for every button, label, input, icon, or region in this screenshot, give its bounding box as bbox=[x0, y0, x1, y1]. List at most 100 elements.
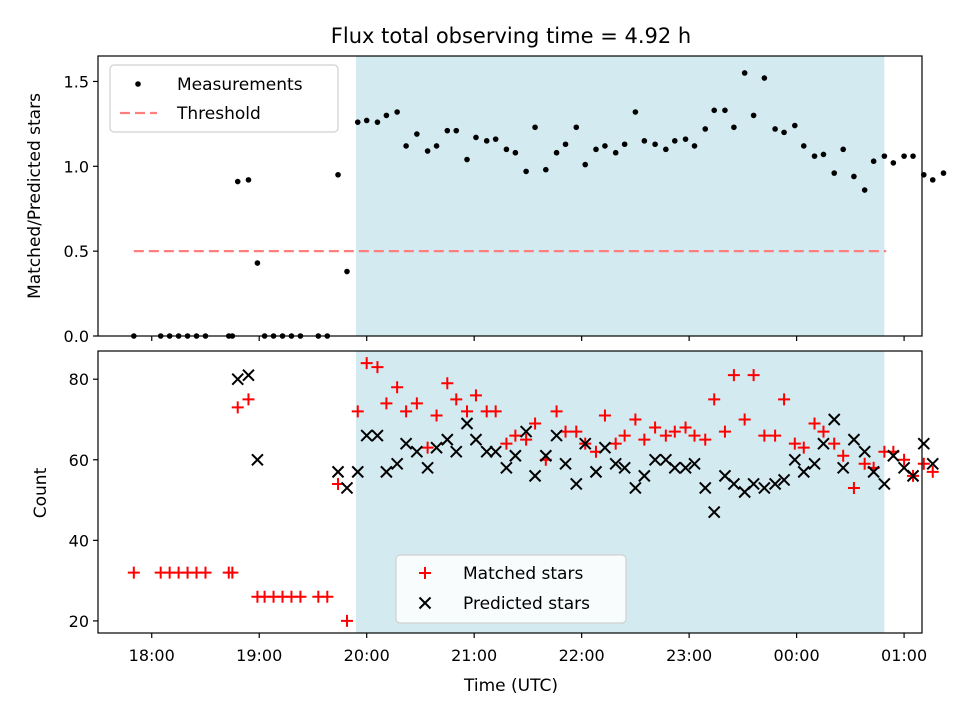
measurements-point-52 bbox=[663, 146, 669, 153]
predicted-stars-point-48 bbox=[777, 473, 791, 487]
matched-stars-point-67 bbox=[808, 417, 821, 430]
xtick-label: 21:00 bbox=[451, 646, 497, 665]
count-ytick-label: 60 bbox=[69, 451, 89, 470]
predicted-stars-point-30 bbox=[598, 441, 612, 454]
measurements-point-32 bbox=[464, 156, 470, 163]
predicted-stars-point-17 bbox=[469, 433, 483, 446]
predicted-stars-point-7 bbox=[371, 429, 384, 442]
matched-stars-point-21 bbox=[351, 405, 364, 418]
measurements-point-71 bbox=[851, 173, 857, 180]
matched-stars-point-53 bbox=[668, 425, 681, 438]
matched-stars-point-29 bbox=[430, 409, 443, 422]
count-ytick-label: 40 bbox=[69, 531, 89, 550]
matched-stars-point-62 bbox=[758, 429, 771, 442]
matched-stars-point-57 bbox=[708, 393, 721, 406]
predicted-stars-point-58 bbox=[878, 477, 891, 491]
measurements-point-74 bbox=[881, 153, 888, 159]
predicted-stars-point-55 bbox=[847, 433, 861, 446]
measurements-point-46 bbox=[602, 143, 608, 149]
measurements-point-11 bbox=[254, 260, 261, 266]
measurements-point-39 bbox=[532, 124, 538, 131]
predicted-stars-point-11 bbox=[410, 445, 424, 458]
measurements-point-33 bbox=[473, 134, 479, 141]
legend-matched-label: Matched stars bbox=[463, 564, 583, 584]
matched-stars-point-59 bbox=[727, 369, 740, 382]
matched-stars-point-43 bbox=[570, 425, 583, 438]
predicted-stars-point-39 bbox=[688, 457, 701, 471]
measurements-point-10 bbox=[245, 177, 252, 183]
measurements-point-53 bbox=[672, 138, 678, 144]
measurements-point-21 bbox=[354, 119, 361, 125]
legend-measurements-marker bbox=[135, 81, 141, 87]
matched-stars-point-46 bbox=[598, 409, 611, 422]
measurements-point-50 bbox=[641, 138, 648, 144]
xtick-label: 01:00 bbox=[881, 646, 927, 665]
count-legend bbox=[395, 554, 627, 624]
predicted-stars-point-20 bbox=[500, 461, 513, 475]
predicted-stars-point-6 bbox=[360, 429, 373, 442]
matched-stars-point-78 bbox=[917, 457, 930, 470]
measurements-point-38 bbox=[523, 168, 529, 175]
predicted-stars-point-41 bbox=[708, 505, 721, 519]
predicted-stars-point-46 bbox=[758, 481, 771, 495]
measurements-point-57 bbox=[711, 107, 718, 114]
matched-stars-point-31 bbox=[450, 393, 463, 406]
measurements-point-62 bbox=[761, 75, 768, 81]
measurements-point-66 bbox=[800, 143, 807, 149]
matched-stars-point-58 bbox=[718, 425, 731, 438]
matched-stars-point-64 bbox=[778, 393, 791, 406]
measurements-point-42 bbox=[562, 141, 569, 148]
matched-stars-point-8 bbox=[226, 566, 239, 579]
matched-stars-point-70 bbox=[837, 449, 850, 462]
measurements-point-22 bbox=[363, 117, 370, 124]
measurements-point-31 bbox=[453, 127, 460, 134]
measurements-point-40 bbox=[543, 166, 549, 173]
matched-stars-point-72 bbox=[858, 457, 871, 470]
predicted-stars-point-21 bbox=[509, 449, 522, 462]
measurements-point-56 bbox=[702, 126, 709, 132]
matched-stars-point-66 bbox=[797, 441, 810, 454]
predicted-stars-point-24 bbox=[539, 449, 553, 462]
measurements-point-24 bbox=[383, 112, 390, 119]
count-ytick-label: 20 bbox=[69, 612, 89, 631]
measurements-point-43 bbox=[573, 124, 580, 131]
legend-predicted-label: Predicted stars bbox=[463, 594, 590, 614]
measurements-point-35 bbox=[492, 136, 499, 142]
matched-stars-point-41 bbox=[550, 405, 563, 418]
predicted-stars-point-53 bbox=[828, 413, 841, 426]
predicted-stars-point-9 bbox=[390, 457, 404, 471]
ratio-ytick-label: 1.0 bbox=[64, 157, 89, 176]
matched-stars-point-10 bbox=[242, 393, 255, 406]
matched-stars-point-20 bbox=[340, 614, 353, 627]
measurements-point-25 bbox=[394, 109, 400, 115]
measurements-point-9 bbox=[234, 178, 241, 185]
matched-stars-point-68 bbox=[817, 425, 830, 438]
count-panel-ylabel: Count bbox=[31, 467, 51, 518]
matched-stars-point-24 bbox=[380, 397, 393, 410]
predicted-stars-point-43 bbox=[727, 477, 741, 491]
xtick-label: 23:00 bbox=[666, 646, 712, 665]
measurements-point-77 bbox=[910, 153, 916, 159]
matched-stars-point-48 bbox=[618, 429, 631, 442]
predicted-stars-point-40 bbox=[699, 481, 712, 495]
predicted-stars-point-4 bbox=[340, 481, 354, 495]
measurements-point-20 bbox=[344, 268, 350, 275]
predicted-stars-point-54 bbox=[836, 461, 850, 475]
ratio-panel-ylabel: Matched/Predicted stars bbox=[25, 93, 45, 299]
predicted-stars-point-59 bbox=[887, 449, 900, 462]
predicted-stars-point-14 bbox=[441, 433, 454, 446]
measurements-point-45 bbox=[593, 146, 599, 153]
matched-stars-point-33 bbox=[469, 389, 482, 402]
matched-stars-point-76 bbox=[898, 453, 911, 466]
matched-stars-point-63 bbox=[769, 429, 782, 442]
matched-stars-point-52 bbox=[659, 429, 672, 442]
predicted-stars-point-0 bbox=[231, 372, 244, 386]
measurements-point-30 bbox=[444, 127, 451, 134]
matched-stars-point-71 bbox=[847, 481, 860, 494]
predicted-stars-point-22 bbox=[519, 425, 533, 438]
measurements-point-72 bbox=[861, 187, 868, 193]
measurements-point-80 bbox=[940, 170, 947, 176]
ratio-panel: 0.0 0.5 1.0 1.5 Measurements Threshold bbox=[64, 55, 947, 346]
xtick-label: 19:00 bbox=[236, 646, 282, 665]
